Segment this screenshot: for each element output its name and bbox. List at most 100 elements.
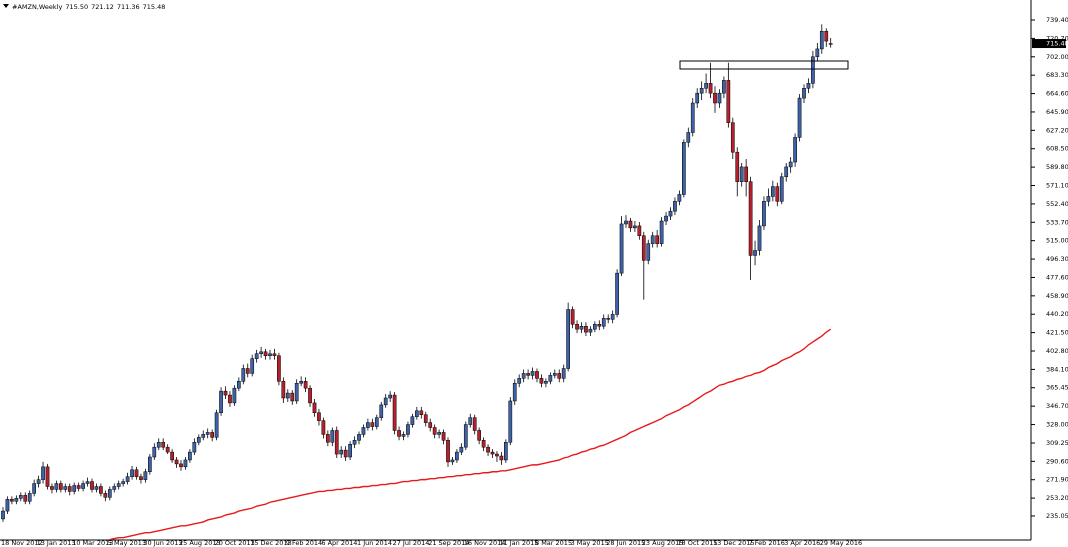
candle-body [455, 451, 459, 461]
candle-body [321, 420, 326, 435]
candle-body [81, 483, 85, 489]
candle-body [63, 486, 68, 490]
y-tick-label: 627.20 [1046, 126, 1068, 134]
candle-body [775, 186, 780, 202]
candle-body [673, 201, 677, 212]
candle-body [744, 166, 748, 182]
candle-body [348, 443, 352, 458]
candle-body [708, 83, 713, 94]
candle-body [784, 166, 789, 178]
candle-body [308, 387, 312, 404]
candle-body [183, 459, 188, 468]
candle-body [512, 383, 517, 402]
candle-body [223, 390, 228, 396]
candle-body [459, 446, 464, 453]
x-tick-label: 11 Jan 2015 [499, 539, 538, 547]
candle-body [557, 373, 562, 379]
candle-body [468, 417, 473, 425]
candle-body [655, 235, 659, 244]
candle-body [245, 368, 250, 374]
y-tick-label: 515.00 [1046, 237, 1068, 245]
y-tick-label: 458.90 [1046, 292, 1068, 300]
candle-body [566, 309, 570, 369]
candle-body [312, 402, 317, 414]
candle-body [343, 449, 348, 458]
candle-body [610, 314, 615, 320]
moving-average [109, 328, 832, 540]
candle-body [76, 485, 81, 489]
candle-body [753, 250, 757, 256]
candle-body [788, 161, 793, 168]
candle-body [330, 430, 335, 443]
y-tick-label: 440.20 [1046, 310, 1068, 318]
candle-body [762, 201, 766, 227]
candle-body [628, 220, 633, 229]
y-tick-label: 720.70 [1046, 34, 1068, 42]
y-tick-label: 290.60 [1046, 457, 1068, 465]
candle-body [561, 368, 566, 379]
candle-body [588, 328, 593, 333]
candle-body [690, 102, 695, 133]
candle-body [619, 223, 624, 274]
axes: 235.05 253.20 271.90 290.60 309.25 328.00 346.… [1, 16, 1068, 547]
candle-body [59, 483, 63, 490]
candle-body [624, 220, 628, 225]
candle-body [677, 194, 682, 202]
candle-body [797, 97, 802, 138]
candle-body [317, 412, 321, 421]
candle-body [214, 412, 219, 438]
candle-body [463, 424, 468, 448]
y-tick-label: 346.70 [1046, 402, 1068, 410]
x-tick-label: 23 Aug 2015 [642, 539, 684, 547]
header-high: 721.12 [91, 3, 114, 11]
candle-body [94, 486, 99, 490]
candle-body [735, 151, 740, 182]
candle-body [539, 378, 544, 384]
header-open: 715.50 [65, 3, 88, 11]
candle-body [415, 410, 419, 417]
x-tick-label: 5 May 2013 [108, 539, 146, 547]
candle-body [824, 30, 829, 42]
candle-body [36, 479, 41, 484]
candle-body [201, 434, 206, 438]
candle-body [633, 225, 637, 229]
menu-arrow [3, 4, 9, 8]
candle-body [54, 483, 59, 490]
candle-body [432, 427, 437, 435]
candle-body [535, 371, 539, 379]
chart-header: #AMZN,Weekly 715.50 721.12 711.36 715.48 [12, 3, 165, 11]
y-tick-label: 365.45 [1046, 384, 1068, 392]
y-tick-label: 253.20 [1046, 494, 1068, 502]
candle-body [606, 318, 611, 320]
y-tick-label: 309.25 [1046, 439, 1068, 447]
candle-body [188, 451, 192, 461]
x-tick-label: 9 Feb 2014 [286, 539, 322, 547]
candle-body [357, 434, 361, 441]
candle-body [290, 392, 295, 402]
candle-body [107, 489, 112, 498]
header-low: 711.36 [117, 3, 140, 11]
candle-body [130, 469, 134, 477]
candle-body [730, 122, 735, 153]
candle-body [85, 481, 90, 484]
candle-body [383, 397, 388, 406]
x-tick-label: 16 Nov 2014 [464, 539, 506, 547]
x-tick-label: 30 Jun 2013 [143, 539, 182, 547]
candle-body [370, 422, 375, 427]
x-tick-label: 15 Dec 2013 [250, 539, 292, 547]
candle-body [299, 381, 303, 384]
candle-body [486, 446, 490, 453]
candle-body [272, 353, 277, 356]
candle-body [472, 417, 477, 431]
candle-body [713, 92, 717, 104]
candle-body [401, 434, 406, 437]
candle-body [334, 430, 339, 455]
candle-body [815, 48, 820, 58]
candle-body [664, 215, 668, 222]
candle-body [112, 486, 117, 490]
x-tick-label: 29 May 2016 [820, 539, 862, 547]
candle-body [210, 432, 215, 438]
candle-body [67, 486, 72, 492]
candle-body [156, 442, 161, 448]
